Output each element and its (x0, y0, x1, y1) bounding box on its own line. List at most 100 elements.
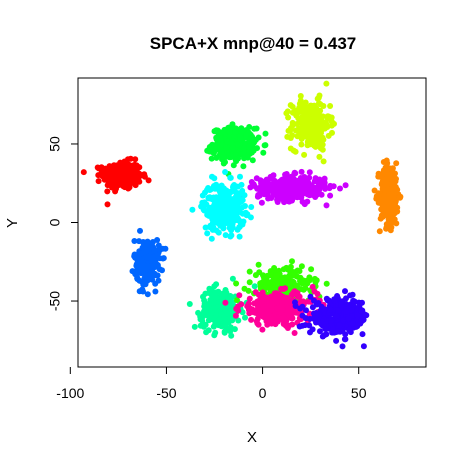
data-point (288, 186, 295, 193)
data-point (322, 326, 329, 332)
data-point (203, 307, 210, 314)
data-point (251, 283, 258, 290)
data-point (391, 201, 397, 208)
data-point (333, 337, 340, 344)
data-point (271, 265, 278, 271)
data-point (292, 148, 299, 155)
data-point (321, 183, 328, 189)
data-point (294, 309, 301, 316)
data-point (284, 275, 291, 282)
data-point (137, 227, 143, 234)
data-point (156, 255, 163, 262)
data-point (260, 274, 267, 281)
data-point (258, 199, 265, 206)
data-point (217, 222, 224, 229)
data-point (241, 192, 248, 199)
data-point (336, 322, 343, 329)
data-point (307, 293, 314, 300)
data-point (285, 305, 292, 312)
data-point (252, 289, 259, 296)
data-point (303, 188, 309, 195)
data-point (264, 321, 271, 328)
data-point (117, 165, 124, 172)
data-point (210, 194, 217, 201)
data-point (305, 139, 312, 146)
data-point (271, 186, 278, 193)
data-point (217, 204, 224, 211)
data-point (333, 313, 340, 320)
data-point (220, 188, 227, 195)
data-point (228, 232, 235, 239)
data-point (212, 311, 219, 318)
data-point (237, 134, 244, 141)
data-point (140, 262, 147, 268)
data-point (214, 199, 221, 206)
data-point (316, 92, 323, 99)
data-point (245, 129, 252, 136)
x-axis-label: X (247, 429, 257, 446)
data-point (343, 308, 350, 315)
data-point (139, 172, 146, 179)
data-point (330, 325, 336, 332)
data-point (388, 193, 395, 200)
data-point (233, 305, 240, 312)
data-point (343, 295, 349, 302)
data-point (202, 290, 209, 297)
data-point (212, 289, 219, 296)
data-point (285, 310, 292, 317)
data-point (284, 198, 291, 204)
data-point (233, 158, 240, 165)
data-point (208, 155, 215, 162)
data-point (284, 294, 291, 301)
data-point (238, 301, 245, 308)
data-point (238, 198, 244, 205)
data-point (253, 125, 260, 132)
data-point (306, 174, 313, 181)
data-point (236, 292, 243, 299)
data-point (159, 245, 166, 252)
data-point (331, 297, 338, 304)
x-tick-label: -100 (56, 385, 84, 401)
data-point (276, 188, 283, 195)
data-point (140, 288, 146, 295)
data-point (269, 175, 276, 182)
data-point (303, 122, 310, 129)
data-point (298, 141, 305, 148)
data-point (246, 143, 253, 150)
data-point (134, 276, 141, 283)
data-point (314, 317, 321, 324)
data-point (297, 298, 304, 305)
data-point (234, 205, 241, 212)
data-point (155, 277, 162, 284)
data-point (323, 80, 330, 87)
data-point (308, 129, 315, 136)
data-point (254, 145, 260, 152)
data-point (191, 323, 198, 330)
data-point (291, 330, 298, 336)
data-point (132, 156, 139, 163)
data-point (205, 317, 212, 324)
data-point (213, 212, 220, 219)
data-point (261, 142, 268, 149)
data-point (246, 279, 253, 286)
data-point (319, 141, 326, 148)
data-point (261, 191, 268, 198)
data-point (240, 163, 247, 170)
data-point (219, 141, 225, 148)
data-point (156, 266, 163, 273)
data-point (202, 224, 209, 231)
data-point (249, 157, 256, 164)
data-point (222, 169, 229, 175)
data-point (218, 149, 225, 155)
data-point (302, 285, 309, 292)
data-point (305, 134, 312, 141)
data-point (241, 144, 247, 151)
data-point (349, 320, 356, 327)
data-point (298, 263, 305, 270)
data-point (215, 229, 222, 236)
data-point (123, 179, 130, 186)
data-point (284, 133, 291, 140)
data-point (80, 169, 87, 176)
data-point (236, 217, 243, 224)
